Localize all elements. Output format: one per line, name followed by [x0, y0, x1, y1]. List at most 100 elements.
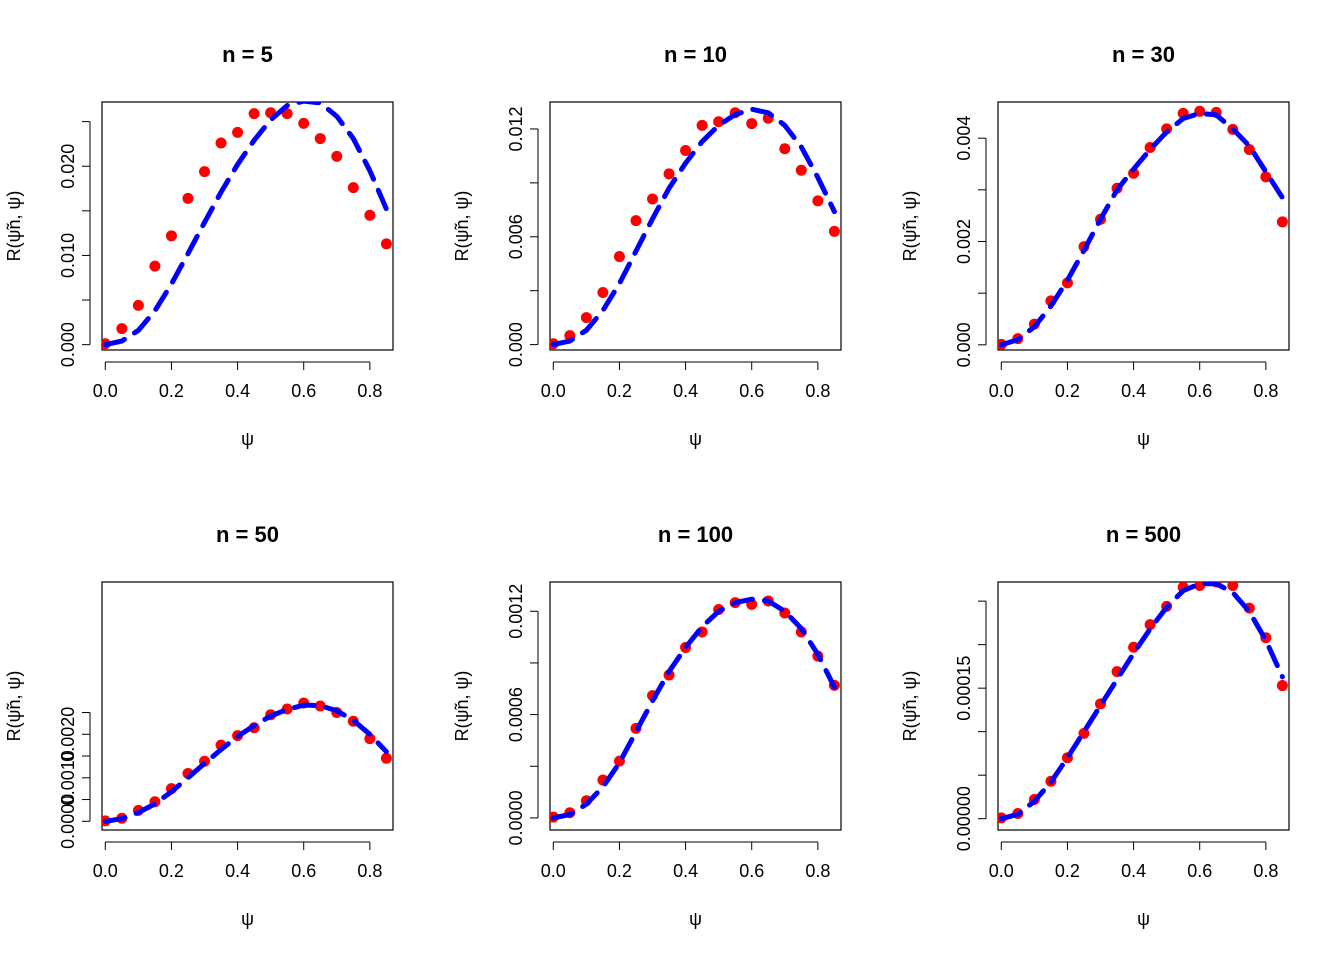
data-point: [1144, 619, 1156, 631]
data-point: [613, 251, 625, 263]
data-point: [1194, 105, 1206, 117]
y-tick-label: 0.0010: [58, 750, 78, 805]
x-tick-label: 0.6: [291, 381, 316, 401]
y-tick-label: 0.0000: [506, 790, 526, 845]
dashed-curve-series: [102, 102, 389, 348]
x-tick-label: 0.2: [1055, 381, 1080, 401]
data-point: [696, 119, 708, 131]
data-point: [795, 164, 807, 176]
x-tick-label: 0.4: [673, 861, 698, 881]
x-tick-label: 0.0: [989, 861, 1014, 881]
x-tick-label: 0.8: [805, 381, 830, 401]
x-tick-label: 0.6: [1187, 381, 1212, 401]
point-series: [550, 107, 840, 350]
y-tick-label: 0.020: [58, 144, 78, 189]
plot-box: [549, 101, 842, 351]
x-tick-label: 0.2: [159, 861, 184, 881]
x-tick-label: 0.2: [159, 381, 184, 401]
x-tick-label: 0.2: [607, 861, 632, 881]
x-tick-label: 0.0: [541, 381, 566, 401]
data-point: [149, 260, 161, 272]
dashed-curve: [102, 702, 389, 824]
panel-title: n = 5: [222, 42, 273, 67]
data-point: [182, 192, 194, 204]
y-tick-label: 0.00000: [954, 786, 974, 851]
dashed-curve-series: [102, 702, 389, 824]
panel-6: n = 500 0.0 0.2 0.4 0.6 0.8 0.00000 0.00015 ψ R(ψ…: [900, 522, 1290, 929]
plot-box: [101, 581, 394, 831]
data-point: [647, 193, 659, 205]
data-point: [1194, 582, 1206, 591]
y-tick-label: 0.000: [506, 322, 526, 367]
data-point: [314, 133, 326, 145]
y-axis-label: R(ψ̃n, ψ): [900, 671, 920, 742]
x-axis-label: ψ: [1137, 909, 1150, 929]
data-point: [331, 150, 343, 162]
dashed-curve: [550, 106, 837, 348]
y-tick-label: 0.000: [58, 322, 78, 367]
dashed-curve: [550, 596, 837, 821]
x-tick-label: 0.0: [541, 861, 566, 881]
x-tick-label: 0.2: [607, 381, 632, 401]
x-tick-label: 0.4: [225, 381, 250, 401]
x-tick-label: 0.8: [1253, 861, 1278, 881]
panel-2: n = 10 0.0 0.2 0.4 0.6 0.8 0.000 0.006 0.012 ψ R(ψ…: [452, 42, 842, 449]
data-point: [298, 117, 310, 129]
x-axis-label: ψ: [241, 909, 254, 929]
y-tick-label: 0.004: [954, 116, 974, 161]
x-tick-label: 0.6: [291, 861, 316, 881]
y-axis-label: R(ψ̃n, ψ): [4, 191, 24, 262]
data-point: [232, 126, 244, 138]
data-point: [713, 116, 725, 128]
x-tick-label: 0.0: [93, 861, 118, 881]
x-tick-label: 0.6: [739, 861, 764, 881]
plot-box: [549, 581, 842, 831]
data-point: [597, 286, 609, 298]
x-axis-label: ψ: [689, 909, 702, 929]
y-tick-label: 0.006: [506, 214, 526, 259]
x-tick-label: 0.4: [1121, 381, 1146, 401]
y-axis-label: R(ψ̃n, ψ): [452, 191, 472, 262]
x-tick-label: 0.8: [357, 381, 382, 401]
x-tick-label: 0.4: [673, 381, 698, 401]
point-series: [998, 582, 1288, 824]
x-tick-label: 0.0: [989, 381, 1014, 401]
y-tick-label: 0.010: [58, 233, 78, 278]
x-tick-label: 0.2: [1055, 861, 1080, 881]
dashed-curve-series: [550, 106, 837, 348]
panel-title: n = 30: [1112, 42, 1175, 67]
y-axis-label: R(ψ̃n, ψ): [4, 671, 24, 742]
plot-box: [997, 101, 1290, 351]
data-point: [630, 215, 642, 227]
dashed-curve-series: [998, 582, 1285, 822]
x-tick-label: 0.6: [739, 381, 764, 401]
data-point: [165, 230, 177, 242]
y-tick-label: 0.002: [954, 219, 974, 264]
panel-1: n = 5 0.0 0.2 0.4 0.6 0.8 0.000 0.010 0.020 ψ R(ψ̃…: [4, 42, 394, 449]
panel-title: n = 50: [216, 522, 279, 547]
plot-box: [997, 581, 1290, 831]
data-point: [116, 323, 128, 335]
point-series: [550, 595, 840, 823]
dashed-curve: [998, 110, 1285, 348]
data-point: [1078, 727, 1090, 739]
data-point: [1276, 216, 1288, 228]
y-tick-label: 0.00015: [954, 656, 974, 721]
data-point: [812, 195, 824, 207]
x-axis-label: ψ: [241, 429, 254, 449]
panel-3: n = 30 0.0 0.2 0.4 0.6 0.8 0.000 0.002 0.004 ψ R(ψ…: [900, 42, 1290, 449]
data-point: [314, 700, 326, 712]
data-point: [1227, 582, 1239, 591]
y-tick-label: 0.0006: [506, 687, 526, 742]
data-point: [580, 312, 592, 324]
y-axis-label: R(ψ̃n, ψ): [452, 671, 472, 742]
data-point: [132, 299, 144, 311]
data-point: [199, 166, 211, 178]
dashed-curve-series: [998, 110, 1285, 348]
data-point: [364, 209, 376, 221]
data-point: [1128, 641, 1140, 653]
plot-box: [101, 101, 394, 351]
x-tick-label: 0.8: [1253, 381, 1278, 401]
data-point: [1276, 680, 1288, 692]
y-tick-label: 0.012: [506, 106, 526, 151]
